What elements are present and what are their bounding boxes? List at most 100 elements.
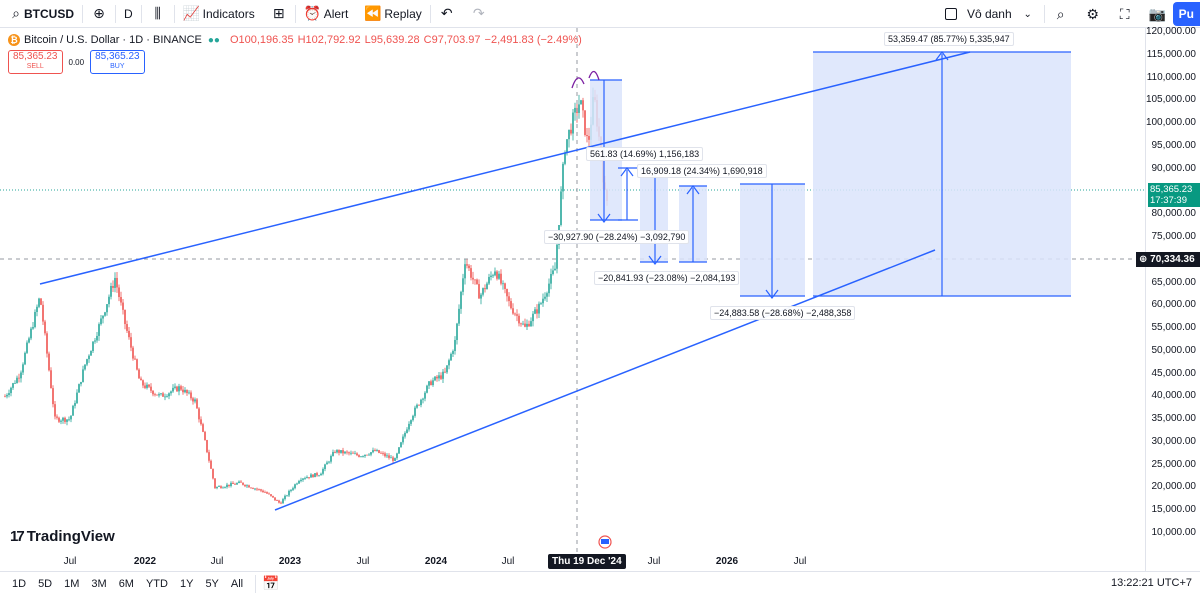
candle-body: [560, 191, 562, 225]
candle-body: [188, 392, 190, 394]
candle-body: [110, 285, 112, 297]
layout-selector[interactable]: Vô danh ⌄: [937, 0, 1044, 28]
candle-body: [492, 275, 494, 277]
chart-legend: ₿ Bitcoin / U.S. Dollar · 1D · BINANCE ●…: [8, 34, 582, 46]
price-tick-label: 55,000.00: [1151, 322, 1197, 334]
snapshot-button[interactable]: 📷: [1141, 0, 1173, 28]
candle-body: [236, 483, 238, 485]
price-chart[interactable]: [0, 28, 1145, 571]
candle-body: [64, 417, 66, 422]
candle-body: [264, 492, 266, 493]
measure-label-3[interactable]: 16,909.18 (24.34%) 1,690,918: [637, 164, 767, 178]
publish-button[interactable]: Pu: [1172, 2, 1200, 26]
indicators-button[interactable]: 📈 Indicators: [175, 0, 263, 28]
tradingview-logo[interactable]: 17 TradingView: [10, 528, 115, 545]
candle-body: [556, 244, 558, 269]
candle-body: [44, 321, 46, 334]
redo-button[interactable]: ↷: [463, 0, 495, 28]
templates-button[interactable]: ⊞: [263, 0, 295, 28]
candle-body: [292, 488, 294, 490]
candle-body: [464, 264, 466, 279]
candle-body: [168, 393, 170, 397]
measure-label-5[interactable]: −20,841.93 (−23.08%) −2,084,193: [594, 271, 740, 285]
divider: [255, 574, 257, 593]
candle-body: [196, 399, 198, 409]
undo-button[interactable]: ↶: [431, 0, 463, 28]
candle-body: [566, 139, 568, 153]
candle-body: [26, 342, 28, 353]
range-ytd[interactable]: YTD: [145, 577, 168, 590]
measure-label-1[interactable]: 53,359.47 (85.77%) 5,335,947: [884, 32, 1014, 46]
candle-body: [100, 318, 102, 325]
candle-body: [46, 333, 48, 354]
buy-label: BUY: [110, 63, 125, 70]
alert-button[interactable]: ⏰ Alert: [296, 0, 357, 28]
range-1m[interactable]: 1M: [64, 577, 80, 590]
rewind-icon: ⏪: [364, 5, 382, 21]
candle-body: [232, 482, 234, 484]
candle-body: [54, 404, 56, 417]
price-tick-label: 40,000.00: [1151, 390, 1197, 402]
candle-body: [380, 452, 382, 454]
candle-body: [582, 100, 584, 111]
clock[interactable]: 13:22:21 UTC+7: [1110, 577, 1192, 589]
time-label: 2024: [424, 556, 448, 567]
time-axis[interactable]: Jul 2022 Jul 2023 Jul 2024 Jul Jul 2026 …: [0, 553, 1145, 571]
candle-body: [146, 384, 148, 388]
measure-label-6[interactable]: −24,883.58 (−28.68%) −2,488,358: [710, 306, 856, 320]
date-range-icon[interactable]: 📅: [262, 575, 280, 591]
range-3m[interactable]: 3M: [91, 577, 107, 590]
settings-button[interactable]: ⚙: [1077, 0, 1109, 28]
candle-body: [112, 285, 114, 288]
candle-body: [504, 283, 506, 289]
quick-search-button[interactable]: ⌕: [1045, 0, 1077, 28]
candle-body: [134, 358, 136, 360]
candle-body: [174, 386, 176, 388]
candle-body: [486, 283, 488, 290]
candle-body: [210, 460, 212, 469]
symbol-search[interactable]: ⌕ BTCUSD: [0, 0, 82, 28]
candle-body: [360, 456, 362, 458]
range-6m[interactable]: 6M: [118, 577, 134, 590]
candle-body: [228, 484, 230, 486]
price-axis[interactable]: 120,000.00 115,000.00 110,000.00 105,000.00…: [1136, 26, 1200, 571]
range-1d[interactable]: 1D: [12, 577, 27, 590]
candle-body: [514, 313, 516, 315]
candle-body: [328, 461, 330, 463]
candle-body: [244, 484, 246, 487]
candle-body: [272, 495, 274, 498]
time-label: 2023: [278, 556, 302, 567]
range-5y[interactable]: 5Y: [205, 577, 219, 590]
sell-button[interactable]: 85,365.23 SELL: [8, 50, 63, 74]
candle-body: [468, 265, 470, 269]
measure-label-2[interactable]: 561.83 (14.69%) 1,156,183: [586, 147, 704, 161]
candle-body: [10, 387, 12, 394]
chart-type-button[interactable]: ⫼: [142, 0, 174, 28]
replay-button[interactable]: ⏪ Replay: [356, 0, 429, 28]
symbol-title[interactable]: Bitcoin / U.S. Dollar · 1D · BINANCE: [24, 34, 202, 46]
candle-body: [334, 452, 336, 453]
candle-body: [428, 381, 430, 386]
candle-body: [156, 394, 158, 396]
range-all[interactable]: All: [230, 577, 244, 590]
buy-button[interactable]: 85,365.23 BUY: [90, 50, 145, 74]
candle-body: [482, 288, 484, 295]
top-arc-2: [588, 70, 600, 81]
range-5d[interactable]: 5D: [38, 577, 53, 590]
fullscreen-button[interactable]: ⛶: [1109, 0, 1141, 28]
replay-label: Replay: [384, 6, 422, 21]
candle-body: [354, 453, 356, 455]
compare-button[interactable]: ⊕: [83, 0, 115, 28]
candle-body: [246, 485, 248, 487]
candle-body: [192, 398, 194, 402]
candles-icon: ⫼: [154, 5, 161, 21]
candle-body: [222, 487, 224, 489]
candle-body: [186, 389, 188, 394]
interval-button[interactable]: D: [116, 0, 141, 28]
candle-body: [414, 407, 416, 416]
last-price-badge: 85,365.23 17:37:39: [1148, 183, 1200, 207]
measure-label-4[interactable]: −30,927.90 (−28.24%) −3,092,790: [544, 230, 690, 244]
range-1y[interactable]: 1Y: [179, 577, 194, 590]
price-tick-label: 115,000.00: [1146, 48, 1196, 60]
candle-body: [4, 396, 6, 398]
